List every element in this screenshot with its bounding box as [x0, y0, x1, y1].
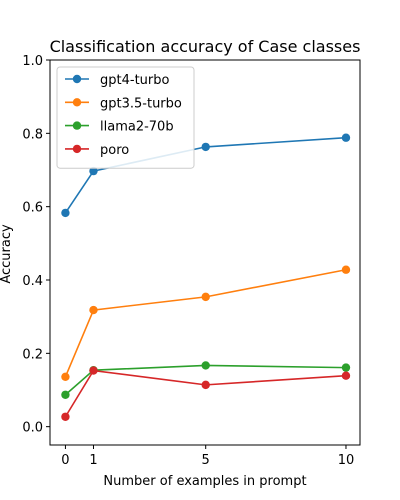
- x-tick-label: 5: [202, 453, 210, 468]
- legend-label: gpt4-turbo: [100, 73, 169, 88]
- data-point: [89, 366, 98, 375]
- y-tick-label: 0.8: [22, 127, 43, 142]
- plot-frame: [49, 59, 361, 446]
- y-tick-label: 0.4: [22, 274, 43, 289]
- legend-entry: poro: [65, 143, 129, 158]
- data-point: [341, 363, 351, 372]
- y-axis-ticks: 0.0 0.2 0.4 0.6 0.8 1.0: [22, 54, 50, 436]
- data-point: [61, 372, 70, 381]
- legend-entry: gpt3.5-turbo: [65, 96, 182, 111]
- legend-label: poro: [100, 143, 129, 158]
- data-point: [201, 380, 210, 390]
- chart-marks: [61, 133, 351, 421]
- data-point: [61, 208, 70, 218]
- y-tick-label: 0.6: [22, 201, 43, 216]
- legend-label: gpt3.5-turbo: [100, 96, 182, 111]
- legend-entry: gpt4-turbo: [65, 73, 169, 88]
- data-point: [89, 166, 98, 176]
- series-poro: [61, 366, 351, 421]
- y-axis-label: Accuracy: [0, 224, 14, 284]
- series-line: [64, 364, 346, 396]
- data-point: [89, 305, 98, 315]
- data-point: [201, 361, 210, 370]
- data-point: [341, 133, 351, 142]
- chart-title: Classification accuracy of Case classes: [50, 37, 361, 56]
- legend-marker: [72, 98, 82, 107]
- series-line: [64, 369, 347, 418]
- legend-marker: [72, 74, 82, 84]
- x-axis-ticks: 0 1 5 10: [61, 445, 354, 468]
- legend-entry: llama2-70b: [65, 120, 174, 135]
- data-point: [201, 292, 210, 302]
- x-tick-label: 10: [338, 453, 355, 468]
- data-point: [61, 412, 70, 421]
- series-gpt3.5-turbo: [61, 265, 351, 381]
- data-point: [341, 265, 351, 274]
- y-tick-label: 1.0: [22, 54, 43, 69]
- legend-box: [56, 66, 195, 169]
- legend: gpt4-turbo gpt3.5-turbo llama2-70b poro: [56, 66, 195, 169]
- data-point: [61, 390, 70, 399]
- series-llama2-70b: [61, 361, 351, 399]
- x-tick-label: 1: [89, 453, 97, 468]
- x-axis-label: Number of examples in prompt: [103, 474, 306, 489]
- legend-marker: [72, 121, 82, 130]
- data-point: [341, 371, 351, 380]
- x-tick-label: 0: [61, 453, 69, 468]
- legend-label: llama2-70b: [100, 120, 174, 135]
- y-tick-label: 0.2: [22, 347, 43, 362]
- legend-marker: [72, 144, 82, 154]
- data-point: [201, 142, 210, 152]
- y-tick-label: 0.0: [22, 421, 43, 436]
- series-line: [64, 268, 347, 378]
